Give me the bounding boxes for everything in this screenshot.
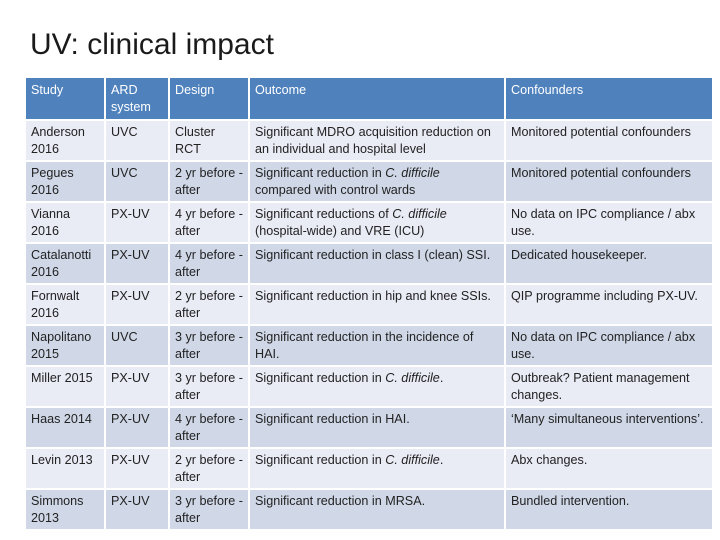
cell-confounders: Monitored potential confounders [506,121,712,160]
outcome-text: Significant reduction in the incidence o… [255,330,474,361]
cell-design: 3 yr before - after [170,367,248,406]
cell-design: 3 yr before - after [170,490,248,529]
cell-study: Vianna 2016 [26,203,104,242]
header-design: Design [170,78,248,119]
table-row: Napolitano 2015 UVC 3 yr before - after Sig… [26,326,712,365]
cell-outcome: Significant reduction in C. difficile. [250,367,504,406]
outcome-text-suffix: . [439,371,444,385]
cell-design: 3 yr before - after [170,326,248,365]
cell-ard-system: PX-UV [106,449,168,488]
cell-confounders: Monitored potential confounders [506,162,712,201]
cell-study: Pegues 2016 [26,162,104,201]
studies-table: Study ARD system Design Outcome Confound… [24,76,714,531]
cell-study: Catalanotti 2016 [26,244,104,283]
cell-design: 2 yr before - after [170,449,248,488]
cell-design: 4 yr before - after [170,244,248,283]
cell-ard-system: PX-UV [106,367,168,406]
outcome-organism: C. difficile [385,166,440,180]
cell-confounders: Bundled intervention. [506,490,712,529]
cell-confounders: Abx changes. [506,449,712,488]
header-confounders: Confounders [506,78,712,119]
cell-ard-system: UVC [106,121,168,160]
table-row: Miller 2015 PX-UV 3 yr before - after Signi… [26,367,712,406]
cell-outcome: Significant reduction in C. difficile co… [250,162,504,201]
outcome-text-suffix: . [439,453,444,467]
cell-outcome: Significant reduction in HAI. [250,408,504,447]
cell-design: Cluster RCT [170,121,248,160]
outcome-text: Significant reduction in [255,453,386,467]
outcome-text: Significant reductions of [255,207,393,221]
cell-confounders: ‘Many simultaneous interventions’. [506,408,712,447]
cell-confounders: QIP programme including PX-UV. [506,285,712,324]
outcome-organism: C. difficile [385,371,440,385]
outcome-text: Significant reduction in hip and knee SS… [255,289,491,303]
outcome-organism: C. difficile [392,207,447,221]
cell-study: Anderson 2016 [26,121,104,160]
cell-design: 2 yr before - after [170,162,248,201]
cell-ard-system: PX-UV [106,285,168,324]
outcome-organism: C. difficile [385,453,440,467]
cell-ard-system: UVC [106,162,168,201]
outcome-text: Significant reduction in [255,166,386,180]
header-ard-system: ARD system [106,78,168,119]
cell-ard-system: UVC [106,326,168,365]
table-row: Anderson 2016 UVC Cluster RCT Significant M… [26,121,712,160]
outcome-text-suffix: (hospital-wide) and VRE (ICU) [255,223,425,238]
cell-study: Haas 2014 [26,408,104,447]
table-row: Fornwalt 2016 PX-UV 2 yr before - after Sig… [26,285,712,324]
cell-confounders: Outbreak? Patient management changes. [506,367,712,406]
cell-outcome: Significant reduction in class I (clean)… [250,244,504,283]
table-body: Anderson 2016 UVC Cluster RCT Significant M… [26,121,712,529]
cell-design: 4 yr before - after [170,408,248,447]
cell-outcome: Significant reductions of C. difficile (… [250,203,504,242]
cell-confounders: No data on IPC compliance / abx use. [506,203,712,242]
cell-study: Miller 2015 [26,367,104,406]
table-row: Catalanotti 2016 PX-UV 4 yr before - after… [26,244,712,283]
cell-confounders: Dedicated housekeeper. [506,244,712,283]
cell-outcome: Significant MDRO acquisition reduction o… [250,121,504,160]
cell-confounders: No data on IPC compliance / abx use. [506,326,712,365]
cell-ard-system: PX-UV [106,408,168,447]
cell-ard-system: PX-UV [106,244,168,283]
table-header-row: Study ARD system Design Outcome Confound… [26,78,712,119]
outcome-text: Significant reduction in [255,371,386,385]
table-row: Pegues 2016 UVC 2 yr before - after Signifi… [26,162,712,201]
outcome-text: Significant reduction in class I (clean)… [255,248,491,262]
cell-design: 4 yr before - after [170,203,248,242]
outcome-text-suffix: compared with control wards [255,182,416,197]
cell-study: Napolitano 2015 [26,326,104,365]
table-row: Vianna 2016 PX-UV 4 yr before - after Signi… [26,203,712,242]
table-row: Levin 2013 PX-UV 2 yr before - after Signif… [26,449,712,488]
outcome-text: Significant MDRO acquisition reduction o… [255,125,491,156]
cell-ard-system: PX-UV [106,203,168,242]
cell-outcome: Significant reduction in MRSA. [250,490,504,529]
cell-study: Simmons 2013 [26,490,104,529]
cell-outcome: Significant reduction in hip and knee SS… [250,285,504,324]
cell-design: 2 yr before - after [170,285,248,324]
table-row: Simmons 2013 PX-UV 3 yr before - after Sign… [26,490,712,529]
cell-outcome: Significant reduction in C. difficile. [250,449,504,488]
outcome-text: Significant reduction in HAI. [255,412,410,426]
table-row: Haas 2014 PX-UV 4 yr before - after Signifi… [26,408,712,447]
outcome-text: Significant reduction in MRSA. [255,494,426,508]
header-study: Study [26,78,104,119]
cell-study: Fornwalt 2016 [26,285,104,324]
cell-ard-system: PX-UV [106,490,168,529]
cell-outcome: Significant reduction in the incidence o… [250,326,504,365]
cell-study: Levin 2013 [26,449,104,488]
page-title: UV: clinical impact [30,28,274,61]
header-outcome: Outcome [250,78,504,119]
